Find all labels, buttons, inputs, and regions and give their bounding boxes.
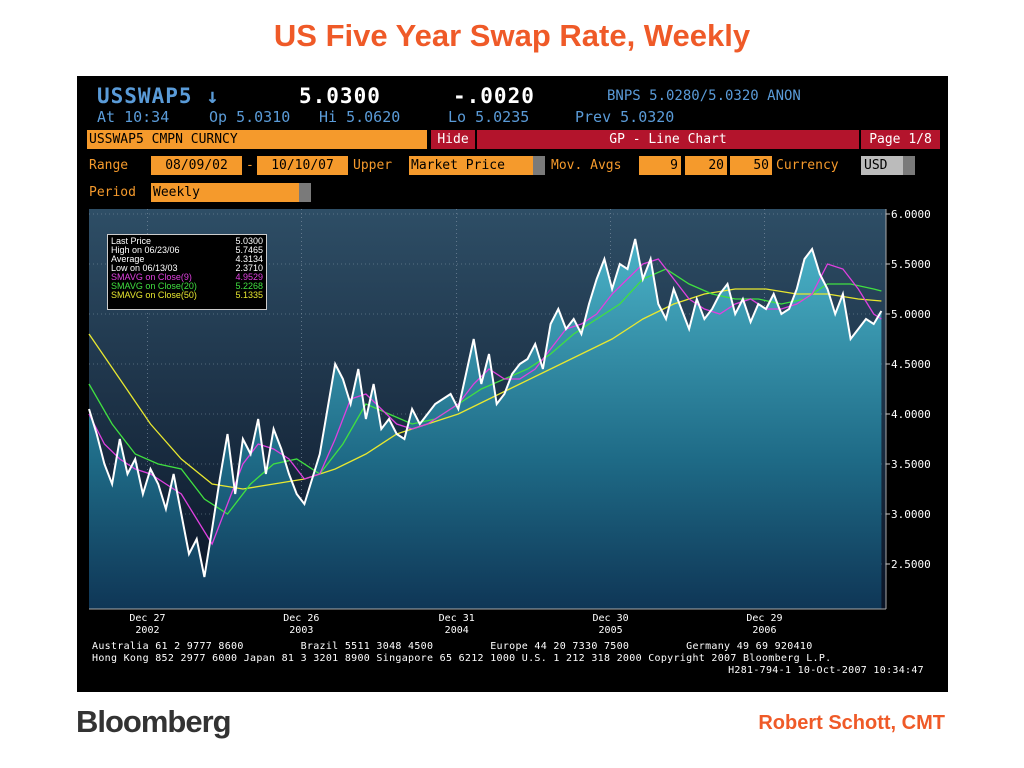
x-tick-year-label: 2006 <box>752 625 776 636</box>
y-tick-label: 4.5000 <box>891 358 931 371</box>
bloomberg-logo: Bloomberg <box>76 704 232 739</box>
legend-key: SMAVG on Close(20) <box>111 281 197 291</box>
slide-title: US Five Year Swap Rate, Weekly <box>273 18 751 53</box>
y-tick-label: 6.0000 <box>891 208 931 221</box>
currency-select[interactable]: USD <box>861 156 903 175</box>
bloomberg-terminal-screen: USSWAP5 ↓ 5.0300 -.0020 BNPS 5.0280/5.03… <box>77 76 948 692</box>
period-select[interactable]: Weekly <box>151 183 299 202</box>
ticker-symbol: USSWAP5 ↓ <box>97 84 220 108</box>
legend-row-average: Average 4.3134 <box>111 255 263 264</box>
footer-contacts-line2: Hong Kong 852 2977 6000 Japan 81 3 3201 … <box>92 653 832 664</box>
x-tick-day-label: Dec 29 <box>746 613 782 624</box>
bid-ask-quote: BNPS 5.0280/5.0320 ANON <box>607 88 801 104</box>
legend-value: 5.2268 <box>235 281 263 291</box>
period-label: Period <box>89 185 136 200</box>
currency-dropdown-handle[interactable] <box>903 156 915 175</box>
footer-timestamp: H281-794-1 10-Oct-2007 10:34:47 <box>728 665 924 676</box>
legend-value: 4.3134 <box>235 254 263 264</box>
range-label: Range <box>89 158 129 173</box>
period-dropdown-handle[interactable] <box>299 183 311 202</box>
y-tick-label: 5.0000 <box>891 308 931 321</box>
net-change: -.0020 <box>453 84 535 108</box>
upper-dropdown-handle[interactable] <box>533 156 545 175</box>
upper-select[interactable]: Market Price <box>409 156 533 175</box>
currency-label: Currency <box>776 158 839 173</box>
hide-button[interactable]: Hide <box>431 130 475 149</box>
ma-period-1-field[interactable]: 9 <box>639 156 681 175</box>
quote-time: At 10:34 <box>97 108 170 126</box>
range-end-field[interactable]: 10/10/07 <box>257 156 348 175</box>
y-tick-label: 2.5000 <box>891 558 931 571</box>
legend-row-low: Low on 06/13/03 2.3710 <box>111 264 263 273</box>
legend-value: 5.1335 <box>235 290 263 300</box>
legend-value: 5.7465 <box>235 245 263 255</box>
legend-key: Low on 06/13/03 <box>111 263 178 273</box>
prev-price: Prev 5.0320 <box>575 108 675 126</box>
legend-value: 5.0300 <box>235 236 263 246</box>
upper-label: Upper <box>353 158 393 173</box>
price-area-fill <box>89 239 882 609</box>
open-price: Op 5.0310 <box>209 108 291 126</box>
legend-row-sma20: SMAVG on Close(20) 5.2268 <box>111 282 263 291</box>
range-start-field[interactable]: 08/09/02 <box>151 156 242 175</box>
x-tick-day-label: Dec 26 <box>283 613 319 624</box>
footer-contacts-line1: Australia 61 2 9777 8600 Brazil 5511 304… <box>92 641 813 652</box>
legend-key: Last Price <box>111 236 152 246</box>
legend-key: Average <box>111 254 145 264</box>
legend-key: High on 06/23/06 <box>111 245 180 255</box>
chart-legend: Last Price 5.0300 High on 06/23/06 5.746… <box>107 234 267 310</box>
last-price: 5.0300 <box>299 84 381 108</box>
legend-row-sma9: SMAVG on Close(9) 4.9529 <box>111 273 263 282</box>
legend-value: 2.3710 <box>235 263 263 273</box>
y-tick-label: 4.0000 <box>891 408 931 421</box>
x-tick-year-label: 2002 <box>135 625 159 636</box>
legend-value: 4.9529 <box>235 272 263 282</box>
legend-row-high: High on 06/23/06 5.7465 <box>111 246 263 255</box>
chart-mode-label: GP - Line Chart <box>477 130 859 149</box>
range-separator: - <box>246 158 254 173</box>
sma50-line <box>88 288 882 490</box>
x-tick-year-label: 2005 <box>599 625 623 636</box>
y-tick-label: 3.0000 <box>891 508 931 521</box>
author-name: Robert Schott, CMT <box>758 712 945 734</box>
security-field[interactable]: USSWAP5 CMPN CURNCY <box>87 130 427 149</box>
page-indicator[interactable]: Page 1/8 <box>861 130 940 149</box>
legend-key: SMAVG on Close(50) <box>111 290 197 300</box>
x-tick-day-label: Dec 30 <box>593 613 629 624</box>
legend-row-last-price: Last Price 5.0300 <box>111 237 263 246</box>
mov-avgs-label: Mov. Avgs <box>551 158 622 173</box>
price-line <box>88 238 883 578</box>
y-tick-label: 5.5000 <box>891 258 931 271</box>
x-tick-year-label: 2003 <box>289 625 313 636</box>
swap-rate-chart: 6.0000 5.5000 5.0000 4.5000 4.0000 3.5000 3.00… <box>88 208 931 636</box>
y-tick-label: 3.5000 <box>891 458 931 471</box>
low-price: Lo 5.0235 <box>448 108 530 126</box>
y-axis-ticks: 6.0000 5.5000 5.0000 4.5000 4.0000 3.5000 3.00… <box>886 208 931 571</box>
ma-period-3-field[interactable]: 50 <box>730 156 772 175</box>
legend-row-sma50: SMAVG on Close(50) 5.1335 <box>111 291 263 300</box>
x-tick-day-label: Dec 27 <box>129 613 165 624</box>
high-price: Hi 5.0620 <box>319 108 401 126</box>
x-tick-day-label: Dec 31 <box>439 613 475 624</box>
ma-period-2-field[interactable]: 20 <box>685 156 727 175</box>
sma9-line <box>88 258 882 546</box>
legend-key: SMAVG on Close(9) <box>111 272 192 282</box>
x-tick-year-label: 2004 <box>445 625 469 636</box>
